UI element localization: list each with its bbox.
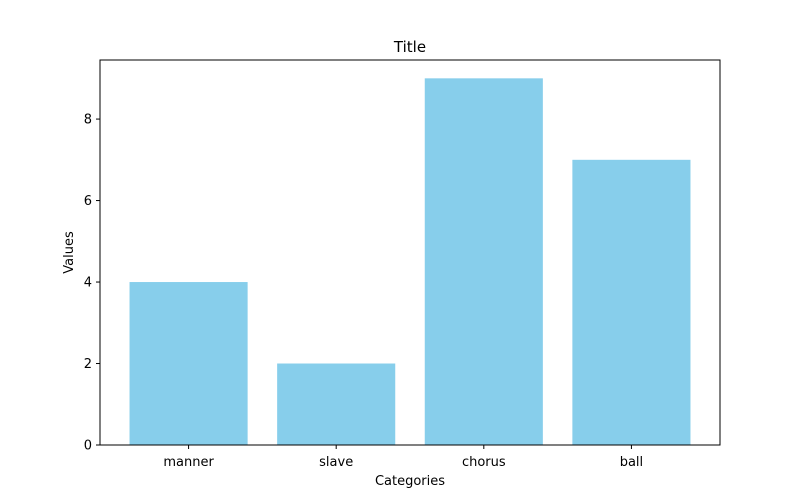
x-axis-label: Categories bbox=[375, 474, 445, 489]
plot-frame bbox=[99, 59, 721, 446]
bar-slave bbox=[277, 363, 396, 445]
y-tick-label: 2 bbox=[84, 357, 92, 372]
chart-title: Title bbox=[393, 38, 426, 56]
x-tick-label: ball bbox=[620, 455, 643, 470]
y-tick-label: 0 bbox=[84, 439, 92, 454]
plot-area: manner slave chorus ball 0 2 4 6 8 bbox=[84, 78, 691, 470]
bar-manner bbox=[129, 282, 248, 445]
bar-ball bbox=[572, 159, 691, 445]
x-tick-label: slave bbox=[319, 455, 353, 470]
y-axis-label: Values bbox=[62, 231, 77, 274]
bar-chorus bbox=[424, 78, 543, 445]
y-tick-label: 4 bbox=[84, 276, 92, 291]
y-tick-label: 6 bbox=[84, 194, 92, 209]
x-tick-label: chorus bbox=[462, 455, 506, 470]
x-tick-label: manner bbox=[163, 455, 214, 470]
y-tick-label: 8 bbox=[84, 113, 92, 128]
